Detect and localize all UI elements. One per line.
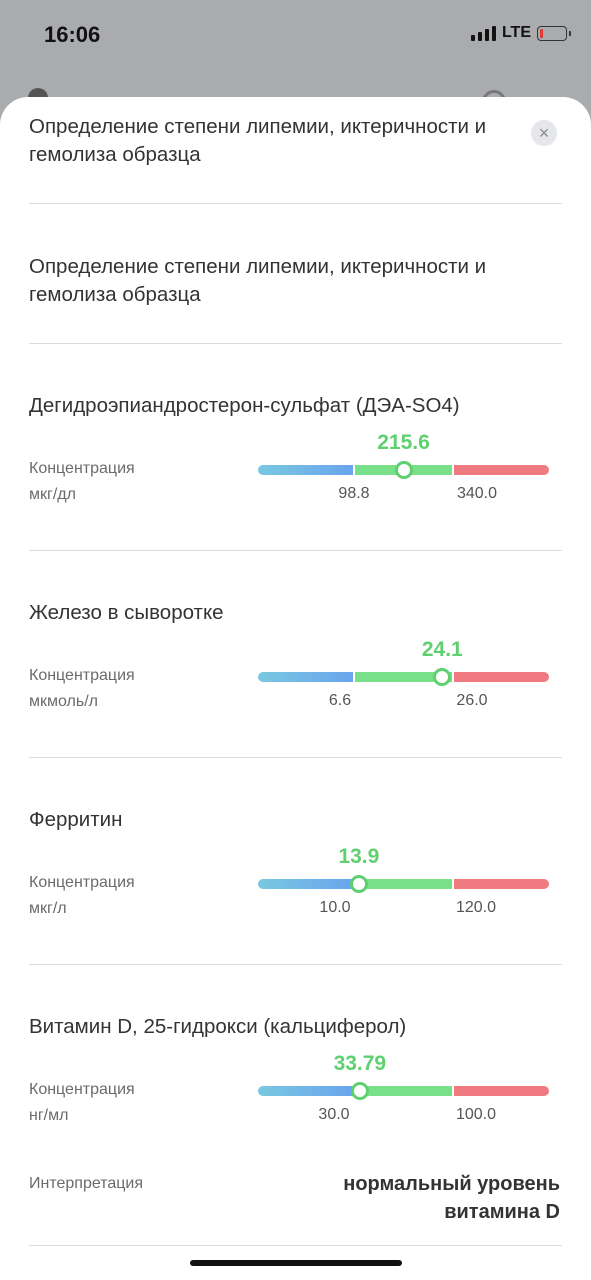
value-marker	[433, 668, 452, 686]
test-item-iron[interactable]: Железо в сыворотке	[29, 599, 562, 627]
concentration-label: Концентрация	[29, 460, 135, 477]
value-marker	[394, 461, 413, 479]
range-high-segment	[454, 879, 549, 889]
test-title: Ферритин	[29, 808, 123, 831]
status-bar: 16:06 LTE	[0, 0, 591, 70]
concentration-label: Концентрация	[29, 667, 135, 684]
range-scale: 13.9 10.0 120.0	[258, 845, 549, 916]
range-high-segment	[454, 1086, 549, 1096]
test-item-dhea[interactable]: Дегидроэпиандростерон-сульфат (ДЭА-SO4)	[29, 392, 562, 420]
close-button[interactable]: ×	[531, 120, 557, 146]
unit-label: мкг/л	[29, 900, 67, 917]
low-bound-label: 6.6	[328, 692, 352, 709]
high-bound-label: 340.0	[456, 485, 498, 502]
test-title: Железо в сыворотке	[29, 601, 224, 624]
divider	[29, 964, 562, 965]
range-scale: 24.1 6.6 26.0	[258, 638, 549, 709]
divider	[29, 550, 562, 551]
interpretation-label: Интерпретация	[29, 1175, 144, 1192]
result-item[interactable]: Определение степени липемии, иктеричност…	[29, 253, 562, 309]
range-normal-segment	[355, 1086, 452, 1096]
test-title: Витамин D, 25-гидрокси (кальциферол)	[29, 1015, 407, 1038]
battery-icon	[537, 25, 571, 41]
value-label: 215.6	[377, 431, 430, 454]
test-item-vitamin-d[interactable]: Витамин D, 25-гидрокси (кальциферол)	[29, 1013, 562, 1041]
interpretation-value: нормальный уровень витамина D	[343, 1173, 560, 1223]
range-normal-segment	[355, 672, 452, 682]
signal-icon	[470, 25, 496, 41]
range-scale: 33.79 30.0 100.0	[258, 1052, 549, 1123]
high-bound-label: 26.0	[456, 692, 488, 709]
range-low-segment	[258, 672, 353, 682]
concentration-label: Концентрация	[29, 874, 135, 891]
range-scale: 215.6 98.8 340.0	[258, 431, 549, 502]
results-sheet	[0, 97, 591, 1280]
unit-label: нг/мл	[29, 1107, 69, 1124]
value-marker	[350, 1082, 369, 1100]
result-title: Определение степени липемии, иктеричност…	[29, 255, 487, 306]
value-label: 33.79	[333, 1052, 387, 1075]
test-item-ferritin[interactable]: Ферритин	[29, 806, 562, 834]
status-time: 16:06	[44, 22, 101, 47]
value-label: 24.1	[421, 638, 463, 661]
divider	[29, 1245, 562, 1246]
unit-label: мкмоль/л	[29, 693, 98, 710]
range-normal-segment	[355, 879, 452, 889]
test-title: Дегидроэпиандростерон-сульфат (ДЭА-SO4)	[29, 394, 460, 417]
high-bound-label: 100.0	[455, 1106, 497, 1123]
range-low-segment	[258, 879, 353, 889]
result-title: Определение степени липемии, иктеричност…	[29, 115, 487, 166]
low-bound-label: 30.0	[318, 1106, 350, 1123]
network-type: LTE	[501, 24, 531, 41]
value-marker	[349, 875, 368, 893]
value-label: 13.9	[338, 845, 380, 868]
range-low-segment	[258, 465, 353, 475]
low-bound-label: 10.0	[319, 899, 351, 916]
range-low-segment	[258, 1086, 353, 1096]
result-item[interactable]: Определение степени липемии, иктеричност…	[29, 113, 562, 169]
high-bound-label: 120.0	[455, 899, 497, 916]
divider	[29, 203, 562, 204]
divider	[29, 757, 562, 758]
range-high-segment	[454, 465, 549, 475]
unit-label: мкг/дл	[29, 486, 76, 503]
concentration-label: Концентрация	[29, 1081, 135, 1098]
status-indicators: LTE	[470, 24, 571, 42]
close-icon: ×	[538, 123, 550, 143]
low-bound-label: 98.8	[338, 485, 370, 502]
range-high-segment	[454, 672, 549, 682]
home-indicator[interactable]	[190, 1260, 402, 1266]
divider	[29, 343, 562, 344]
